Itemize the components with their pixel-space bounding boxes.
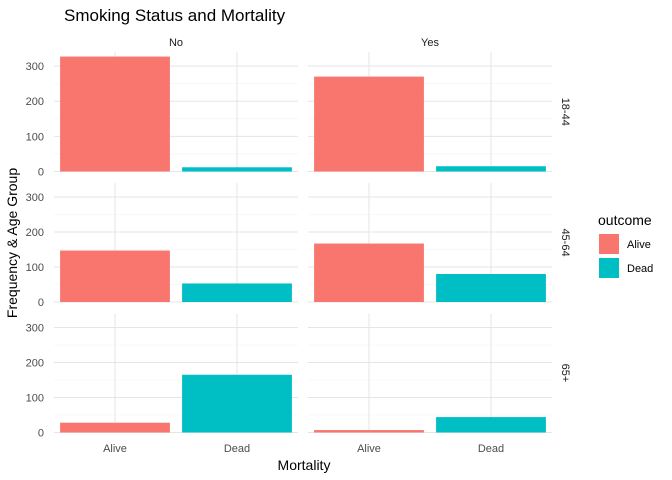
legend-label-alive: Alive	[627, 239, 651, 251]
bar-18-44-Yes-Dead	[436, 166, 546, 172]
bar-65+-Yes-Alive	[314, 430, 424, 433]
bar-45-64-Yes-Dead	[436, 274, 546, 302]
x-tick-label: Alive	[357, 443, 381, 455]
legend: outcome Alive Dead	[598, 212, 653, 278]
y-tick-label: 300	[26, 61, 44, 73]
bar-18-44-No-Dead	[182, 167, 292, 172]
axis-labels: No Yes 18-44 45-64 65+ 0 100 200 300 0 100 200 300 0 1…	[26, 37, 571, 455]
legend-swatch-dead	[599, 258, 619, 278]
facet-row-label: 45-64	[559, 228, 571, 256]
y-tick-label: 300	[26, 323, 44, 335]
bar-18-44-Yes-Alive	[314, 76, 424, 172]
y-tick-label: 300	[26, 192, 44, 204]
bar-65+-Yes-Dead	[436, 417, 546, 433]
x-tick-label: Dead	[478, 443, 504, 455]
bar-65+-No-Dead	[182, 374, 292, 433]
bar-45-64-No-Alive	[60, 250, 170, 302]
y-tick-label: 100	[26, 131, 44, 143]
bars	[60, 56, 546, 433]
legend-title: outcome	[598, 212, 652, 228]
legend-label-dead: Dead	[627, 263, 653, 275]
facet-column-label: Yes	[421, 37, 439, 49]
bar-45-64-Yes-Alive	[314, 243, 424, 302]
y-tick-label: 100	[26, 393, 44, 405]
y-tick-label: 0	[38, 297, 44, 309]
bar-65+-No-Alive	[60, 422, 170, 433]
legend-swatch-alive	[599, 234, 619, 254]
facet-column-label: No	[169, 37, 183, 49]
y-tick-label: 200	[26, 227, 44, 239]
x-tick-label: Dead	[224, 443, 250, 455]
x-axis-title: Mortality	[278, 457, 331, 473]
chart-title: Smoking Status and Mortality	[64, 6, 286, 25]
y-tick-label: 100	[26, 262, 44, 274]
y-tick-label: 0	[38, 428, 44, 440]
facet-row-label: 65+	[559, 364, 571, 383]
bar-18-44-No-Alive	[60, 56, 170, 172]
facet-row-label: 18-44	[559, 98, 571, 126]
y-axis-title: Frequency & Age Group	[4, 168, 20, 318]
bar-45-64-No-Dead	[182, 283, 292, 302]
y-tick-label: 200	[26, 96, 44, 108]
x-tick-label: Alive	[103, 443, 127, 455]
y-tick-label: 0	[38, 167, 44, 179]
y-tick-label: 200	[26, 358, 44, 370]
